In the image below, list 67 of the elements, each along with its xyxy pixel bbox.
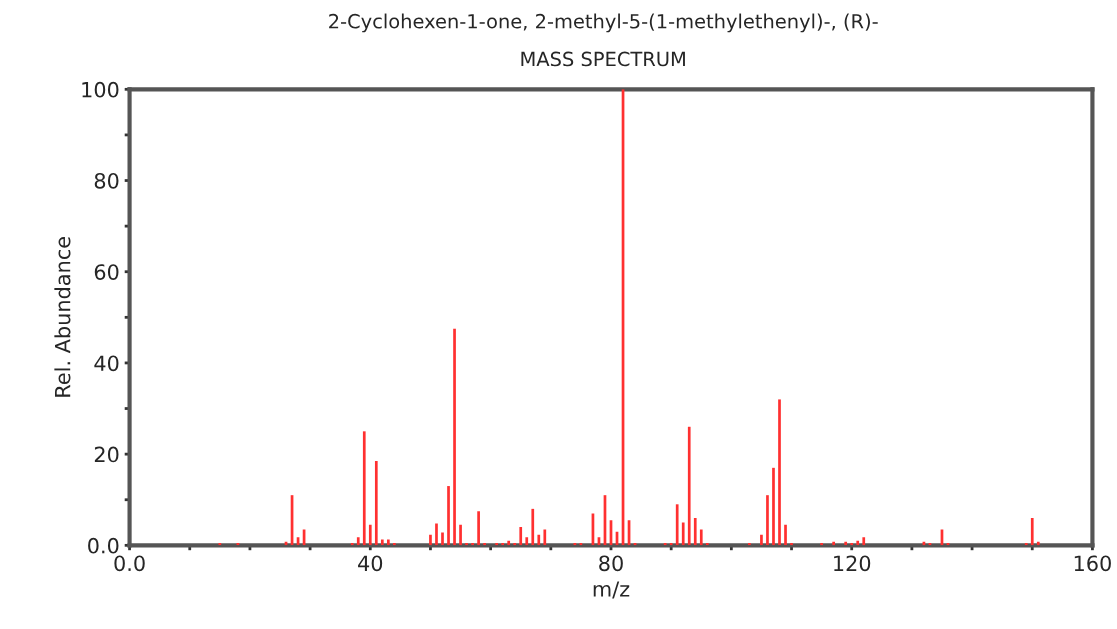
y-tick-label: 80 [94, 172, 119, 189]
y-axis-title: Rel. Abundance [54, 237, 71, 397]
chart-subtitle: MASS SPECTRUM [521, 51, 685, 67]
bar [429, 534, 432, 546]
bar [784, 524, 787, 546]
bar [435, 523, 438, 546]
bar [483, 543, 486, 546]
bar [386, 539, 390, 546]
bar [844, 541, 848, 546]
y-tick-label: 20 [94, 446, 119, 463]
bar [453, 328, 456, 546]
chart-title: 2-Cyclohexen-1-one, 2-methyl-5-(1-methylethenyl)-, (R)- [329, 13, 878, 33]
bar [495, 543, 499, 546]
y-tick-label: 0.0 [88, 537, 119, 554]
bar [669, 543, 673, 546]
bar [525, 537, 529, 546]
bar [850, 543, 854, 546]
bar [766, 495, 769, 546]
bar [368, 524, 372, 546]
x-tick-label: 40 [358, 555, 383, 572]
bar [507, 540, 511, 546]
y-tick-label: 40 [94, 355, 119, 372]
bar [441, 532, 444, 546]
bar [820, 543, 823, 546]
bar [350, 543, 354, 546]
bar [760, 534, 763, 546]
x-tick-label: 80 [599, 555, 623, 572]
bar [218, 543, 222, 546]
bar [1036, 541, 1040, 546]
y-tick-label: 100 [82, 81, 119, 98]
bar [687, 426, 691, 546]
bar [778, 399, 781, 546]
bar [465, 543, 468, 546]
bar [471, 543, 474, 546]
bar [693, 517, 697, 546]
bar [675, 504, 679, 546]
x-axis-title: m/z [593, 581, 630, 599]
bar [772, 467, 775, 546]
bar [519, 527, 523, 546]
bar [790, 543, 793, 546]
bar [374, 460, 378, 546]
x-tick-label: 120 [834, 555, 871, 572]
x-tick-label: 160 [1074, 555, 1111, 572]
bar [1030, 517, 1034, 546]
bar [362, 431, 366, 546]
bar [393, 543, 396, 546]
bar [356, 537, 360, 546]
bar [832, 541, 836, 546]
bar [447, 486, 450, 546]
bar [531, 508, 535, 546]
y-tick-label: 60 [94, 264, 119, 280]
bar [380, 539, 384, 546]
bar [459, 524, 462, 546]
bar [705, 543, 709, 546]
bar [681, 522, 685, 546]
bar [862, 537, 866, 546]
bar [477, 511, 480, 546]
bar [748, 543, 751, 546]
bar [663, 543, 667, 546]
bar [537, 534, 541, 546]
x-tick-label: 0.0 [114, 555, 145, 572]
bar [501, 543, 505, 546]
bar [699, 529, 703, 546]
bar [1024, 543, 1028, 546]
bar [513, 543, 517, 546]
bar [543, 529, 547, 546]
bar [856, 540, 860, 546]
